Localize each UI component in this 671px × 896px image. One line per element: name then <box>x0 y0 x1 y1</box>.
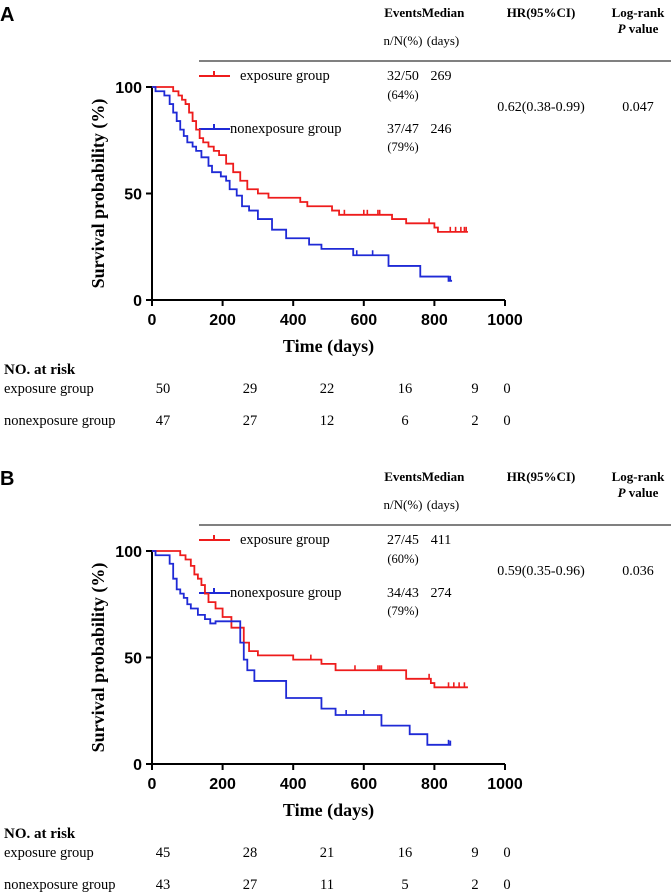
events-value: 37/47 <box>387 122 419 137</box>
p-symbol: P <box>618 485 627 500</box>
risk-table-title: NO. at risk <box>4 826 76 842</box>
hr-header: HR(95%CI) <box>507 469 576 484</box>
y-axis-title: Survival probability (%) <box>88 563 109 753</box>
risk-count: 21 <box>320 845 335 861</box>
risk-row-label: nonexposure group <box>4 413 116 429</box>
legend-label: nonexposure group <box>230 121 342 137</box>
y-tick-label: 100 <box>115 544 142 561</box>
risk-count: 9 <box>471 845 478 861</box>
risk-count: 0 <box>503 877 510 893</box>
x-tick-label: 0 <box>148 312 157 329</box>
survival-curve-nonexposure <box>152 86 453 282</box>
value-word: value <box>626 485 659 500</box>
events-value: 32/50 <box>387 69 419 84</box>
survival-curve-exposure <box>152 86 468 233</box>
p-value: 0.036 <box>622 564 654 579</box>
x-tick-label: 400 <box>280 776 307 793</box>
risk-count: 27 <box>243 413 258 429</box>
panel-label: A <box>0 4 14 26</box>
y-tick-label: 50 <box>124 651 142 668</box>
median-value: 274 <box>431 586 452 601</box>
x-axis-title: Time (days) <box>283 800 374 821</box>
logrank-header: Log-rank <box>612 5 666 20</box>
hr-value: 0.62(0.38-0.99) <box>497 100 585 115</box>
median-value: 246 <box>431 122 452 137</box>
risk-count: 43 <box>156 877 171 893</box>
median-subheader: (days) <box>427 497 460 512</box>
risk-count: 27 <box>243 877 258 893</box>
events-percent: (64%) <box>387 88 418 102</box>
x-tick-label: 0 <box>148 776 157 793</box>
value-word: value <box>626 21 659 36</box>
events-header: Events <box>384 5 422 20</box>
y-axis-title: Survival probability (%) <box>88 99 109 289</box>
x-tick-label: 1000 <box>487 312 523 329</box>
risk-count: 6 <box>401 413 408 429</box>
median-header: Median <box>422 469 465 484</box>
hr-value: 0.59(0.35-0.96) <box>497 564 585 579</box>
legend-label: nonexposure group <box>230 585 342 601</box>
hr-header: HR(95%CI) <box>507 5 576 20</box>
events-percent: (60%) <box>387 552 418 566</box>
legend-label: exposure group <box>240 532 330 548</box>
y-tick-label: 100 <box>115 80 142 97</box>
events-value: 27/45 <box>387 533 419 548</box>
median-value: 269 <box>431 69 452 84</box>
risk-count: 29 <box>243 381 258 397</box>
risk-count: 47 <box>156 413 171 429</box>
risk-count: 0 <box>503 381 510 397</box>
median-subheader: (days) <box>427 33 460 48</box>
panel-a: A Events n/N(%) Median (days) HR(95%CI) Log-ra… <box>0 4 671 429</box>
x-tick-label: 600 <box>350 312 377 329</box>
risk-count: 22 <box>320 381 335 397</box>
logrank-p-header: P value <box>618 21 659 36</box>
p-symbol: P <box>618 21 627 36</box>
x-tick-label: 200 <box>209 776 236 793</box>
survival-curve-exposure <box>152 550 468 689</box>
events-value: 34/43 <box>387 586 419 601</box>
risk-table-title: NO. at risk <box>4 362 76 378</box>
risk-count: 12 <box>320 413 335 429</box>
x-tick-label: 600 <box>350 776 377 793</box>
events-header: Events <box>384 469 422 484</box>
panel-b: B Events n/N(%) Median (days) HR(95%CI) Log-ra… <box>0 468 671 893</box>
y-tick-label: 0 <box>133 757 142 774</box>
panel-label: B <box>0 468 14 490</box>
legend-label: exposure group <box>240 68 330 84</box>
events-subheader: n/N(%) <box>384 33 423 48</box>
risk-count: 0 <box>503 413 510 429</box>
risk-count: 9 <box>471 381 478 397</box>
risk-count: 2 <box>471 413 478 429</box>
x-tick-label: 1000 <box>487 776 523 793</box>
risk-count: 28 <box>243 845 258 861</box>
events-percent: (79%) <box>387 140 418 154</box>
risk-count: 5 <box>401 877 408 893</box>
median-value: 411 <box>431 533 451 548</box>
survival-curve-nonexposure <box>152 550 452 746</box>
logrank-p-header: P value <box>618 485 659 500</box>
x-tick-label: 400 <box>280 312 307 329</box>
risk-count: 11 <box>320 877 334 893</box>
events-percent: (79%) <box>387 604 418 618</box>
p-value: 0.047 <box>622 100 654 115</box>
events-subheader: n/N(%) <box>384 497 423 512</box>
x-axis-title: Time (days) <box>283 336 374 357</box>
y-tick-label: 50 <box>124 187 142 204</box>
x-tick-label: 800 <box>421 776 448 793</box>
risk-count: 45 <box>156 845 171 861</box>
median-header: Median <box>422 5 465 20</box>
logrank-header: Log-rank <box>612 469 666 484</box>
risk-row-label: nonexposure group <box>4 877 116 893</box>
risk-count: 2 <box>471 877 478 893</box>
risk-count: 0 <box>503 845 510 861</box>
x-tick-label: 200 <box>209 312 236 329</box>
risk-count: 16 <box>398 845 413 861</box>
risk-count: 50 <box>156 381 171 397</box>
risk-row-label: exposure group <box>4 381 94 397</box>
y-tick-label: 0 <box>133 293 142 310</box>
risk-row-label: exposure group <box>4 845 94 861</box>
risk-count: 16 <box>398 381 413 397</box>
x-tick-label: 800 <box>421 312 448 329</box>
